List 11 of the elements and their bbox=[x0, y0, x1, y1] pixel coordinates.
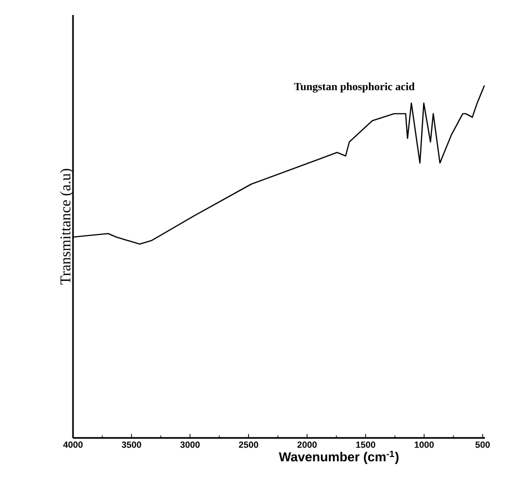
y-axis-title: Transmittance (a.u) bbox=[60, 168, 74, 284]
x-tick-label: 500 bbox=[475, 442, 490, 448]
x-tick-label: 2000 bbox=[297, 442, 317, 448]
x-tick-label: 1500 bbox=[356, 442, 376, 448]
x-tick-label: 3000 bbox=[180, 442, 200, 448]
series-label: Tungstan phosphoric acid bbox=[294, 82, 415, 93]
x-tick-label: 1000 bbox=[414, 442, 434, 448]
x-axis-title: Wavenumber (cm$^{-1}$) bbox=[278, 450, 399, 464]
x-tick-label: 3500 bbox=[122, 442, 142, 448]
x-tick-label: 2500 bbox=[238, 442, 258, 448]
x-tick-label: 4000 bbox=[63, 442, 83, 448]
